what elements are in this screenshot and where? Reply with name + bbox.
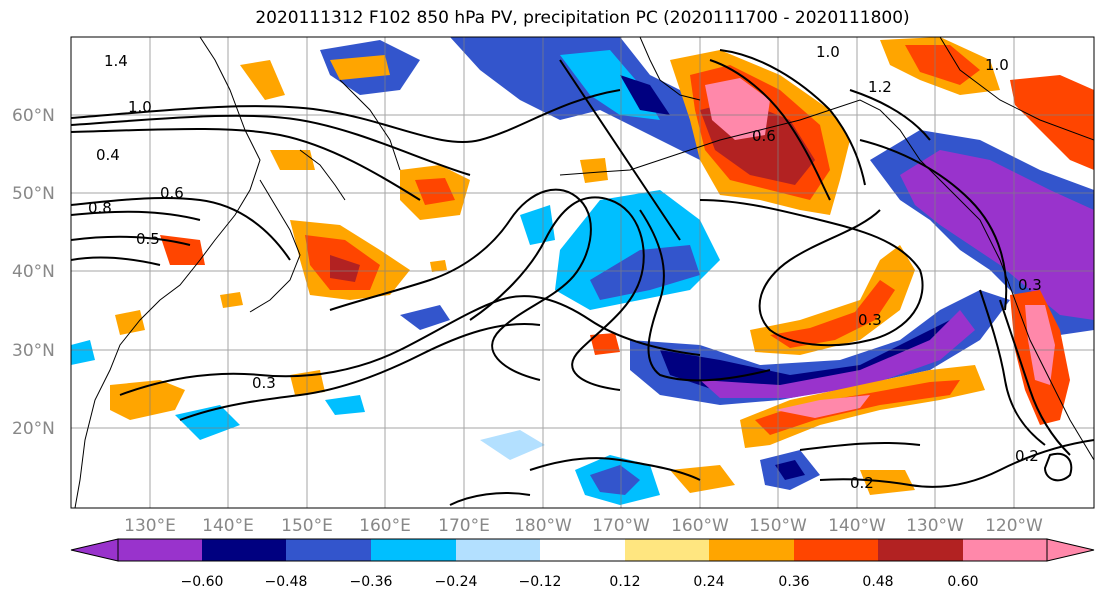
lat-label: 30°N (12, 341, 55, 361)
lat-label: 40°N (12, 262, 55, 282)
lat-label: 60°N (12, 106, 55, 126)
pos-anomaly-west (110, 380, 185, 420)
colorbar-seg-neg060 (118, 539, 202, 561)
pos-anomaly-east-arc-red (770, 280, 895, 348)
pos-anomaly-small3 (115, 310, 145, 335)
colorbar-seg-pos012 (625, 539, 709, 561)
colorbar-tick: −0.60 (181, 574, 224, 590)
neg-anomaly-ne-dark (620, 75, 670, 115)
pos-anomaly-small5 (430, 260, 447, 272)
colorbar-seg-neg024 (371, 539, 456, 561)
colorbar-seg-pos036 (794, 539, 878, 561)
contour-label: 0.6 (160, 184, 184, 202)
contour-label: 0.6 (752, 127, 776, 145)
colorbar-tick: 0.12 (609, 574, 640, 590)
colorbar-extend-low (70, 538, 119, 562)
pos-anomaly-south-mid (670, 465, 735, 493)
colorbar-seg-neg012 (456, 539, 540, 561)
pos-anomaly-japan-east-dark (330, 255, 360, 282)
longitude-labels: 130°E 140°E 150°E 160°E 170°E 180°W 170°… (124, 516, 1043, 536)
contour-label: 0.3 (252, 374, 276, 392)
pos-anomaly-kuril-red (415, 178, 455, 205)
colorbar-seg-pos048 (878, 539, 963, 561)
pos-anomaly-china (160, 235, 205, 265)
neg-anomaly-small1 (400, 305, 450, 330)
pos-anomaly-east-arc (750, 245, 915, 355)
lon-label: 150°E (281, 516, 333, 536)
colorbar-tick: −0.24 (435, 574, 478, 590)
lon-label: 170°W (592, 516, 650, 536)
colorbar-tick: −0.12 (519, 574, 562, 590)
contour-label: 0.3 (1018, 276, 1042, 294)
precip-field (71, 37, 1094, 505)
lon-label: 130°E (124, 516, 176, 536)
pos-anomaly-small4 (220, 292, 243, 308)
pos-anomaly-ne-right (1010, 75, 1094, 170)
neg-anomaly-west (71, 340, 95, 365)
map-frame (70, 36, 1095, 509)
colorbar-extend-high (1046, 538, 1095, 562)
lon-label: 170°E (438, 516, 490, 536)
pos-anomaly-coast-pink (1025, 305, 1055, 385)
lon-label: 140°E (202, 516, 254, 536)
neg-anomaly-navy-band (660, 320, 950, 392)
lon-label: 160°W (671, 516, 729, 536)
contour-label: 1.2 (868, 78, 892, 96)
lon-label: 140°W (828, 516, 886, 536)
contour-label: 1.0 (985, 56, 1009, 74)
colorbar-tick: 0.60 (947, 574, 978, 590)
pos-anomaly-gulf-alaska-pink (705, 78, 770, 140)
neg-anomaly-small2 (520, 205, 555, 245)
contour-label: 0.3 (858, 311, 882, 329)
neg-anomaly-small3 (175, 405, 240, 440)
contour-label: 0.5 (136, 230, 160, 248)
colorbar-tick: −0.36 (350, 574, 393, 590)
colorbar-seg-pos060 (963, 539, 1047, 561)
neg-anomaly-central-core (590, 245, 700, 300)
lon-label: 160°E (359, 516, 411, 536)
colorbar-seg-neg036 (286, 539, 371, 561)
neg-anomaly-south4 (480, 430, 545, 460)
neg-anomaly-purple-arc (700, 310, 975, 398)
colorbar-seg-neg048 (202, 539, 286, 561)
pos-anomaly-siberia (240, 60, 285, 100)
colorbar-seg-zero (540, 539, 625, 561)
lon-label: 120°W (985, 516, 1043, 536)
contour-label: 0.8 (88, 199, 112, 217)
lat-label: 50°N (12, 184, 55, 204)
pv-contours (71, 49, 1094, 506)
latitude-labels: 60°N 50°N 40°N 30°N 20°N (12, 106, 55, 439)
coastlines (74, 37, 1094, 508)
neg-anomaly-ne-core (560, 50, 660, 120)
contour-label: 0.2 (850, 474, 874, 492)
neg-anomaly-south2 (590, 465, 640, 495)
contour-label: 1.0 (816, 43, 840, 61)
colorbar-tick: −0.48 (265, 574, 308, 590)
lon-label: 130°W (906, 516, 964, 536)
colorbar-tick: 0.24 (693, 574, 724, 590)
lat-label: 20°N (12, 419, 55, 439)
contour-label: 1.4 (104, 52, 128, 70)
pos-anomaly-subtropical-pink (775, 395, 870, 418)
pos-anomaly-small1 (580, 158, 608, 183)
neg-anomaly-small4 (325, 395, 365, 415)
pos-anomaly-siberia2 (330, 55, 390, 80)
lon-label: 150°W (749, 516, 807, 536)
lon-label: 180°W (514, 516, 572, 536)
contour-labels: 1.4 1.0 1.0 1.2 1.0 0.4 0.6 0.8 0.5 0.6 … (88, 43, 1042, 492)
colorbar-seg-pos024 (709, 539, 794, 561)
colorbar-tick: 0.48 (862, 574, 893, 590)
pos-anomaly-korea (270, 150, 315, 170)
colorbar-tick: 0.36 (778, 574, 809, 590)
map-title: 2020111312 F102 850 hPa PV, precipitatio… (255, 8, 910, 28)
contour-label: 1.0 (128, 98, 152, 116)
colorbar: −0.60 −0.48 −0.36 −0.24 −0.12 0.12 0.24 … (70, 538, 1095, 590)
contour-label: 0.4 (96, 146, 120, 164)
neg-anomaly-south3-core (775, 460, 805, 480)
pos-anomaly-ne-pacific-red (905, 45, 980, 85)
contour-label: 0.2 (1015, 447, 1039, 465)
